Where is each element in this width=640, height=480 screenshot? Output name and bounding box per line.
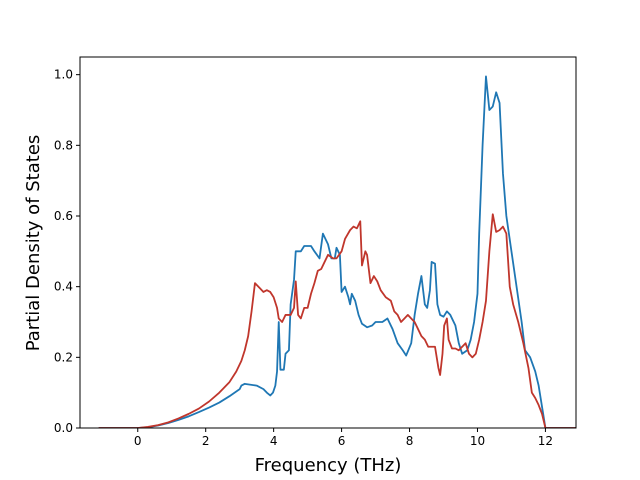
y-tick-label: 0.8 — [54, 138, 73, 152]
axes-frame — [79, 56, 577, 429]
series-line-1 — [98, 75, 576, 428]
x-tick-label: 2 — [202, 434, 210, 448]
series-layer — [98, 75, 576, 428]
x-axis-label: Frequency (THz) — [255, 455, 402, 476]
x-axis-ticks: 0 2 4 6 8 10 12 — [134, 428, 553, 448]
x-tick-label: 12 — [538, 434, 553, 448]
plot-area — [79, 56, 577, 429]
x-tick-label: 0 — [134, 434, 142, 448]
y-axis-label: Partial Density of States — [23, 135, 44, 352]
y-tick-label: 0.0 — [54, 421, 73, 435]
x-tick-label: 4 — [270, 434, 278, 448]
x-tick-label: 10 — [470, 434, 485, 448]
y-tick-label: 1.0 — [54, 68, 73, 82]
series-line-2 — [98, 213, 576, 428]
y-tick-label: 0.4 — [54, 280, 73, 294]
y-tick-label: 0.2 — [54, 350, 73, 364]
y-tick-label: 0.6 — [54, 209, 73, 223]
x-tick-label: 6 — [338, 434, 346, 448]
x-tick-label: 8 — [406, 434, 414, 448]
y-axis-ticks: 0.0 0.2 0.4 0.6 0.8 1.0 — [54, 68, 80, 435]
